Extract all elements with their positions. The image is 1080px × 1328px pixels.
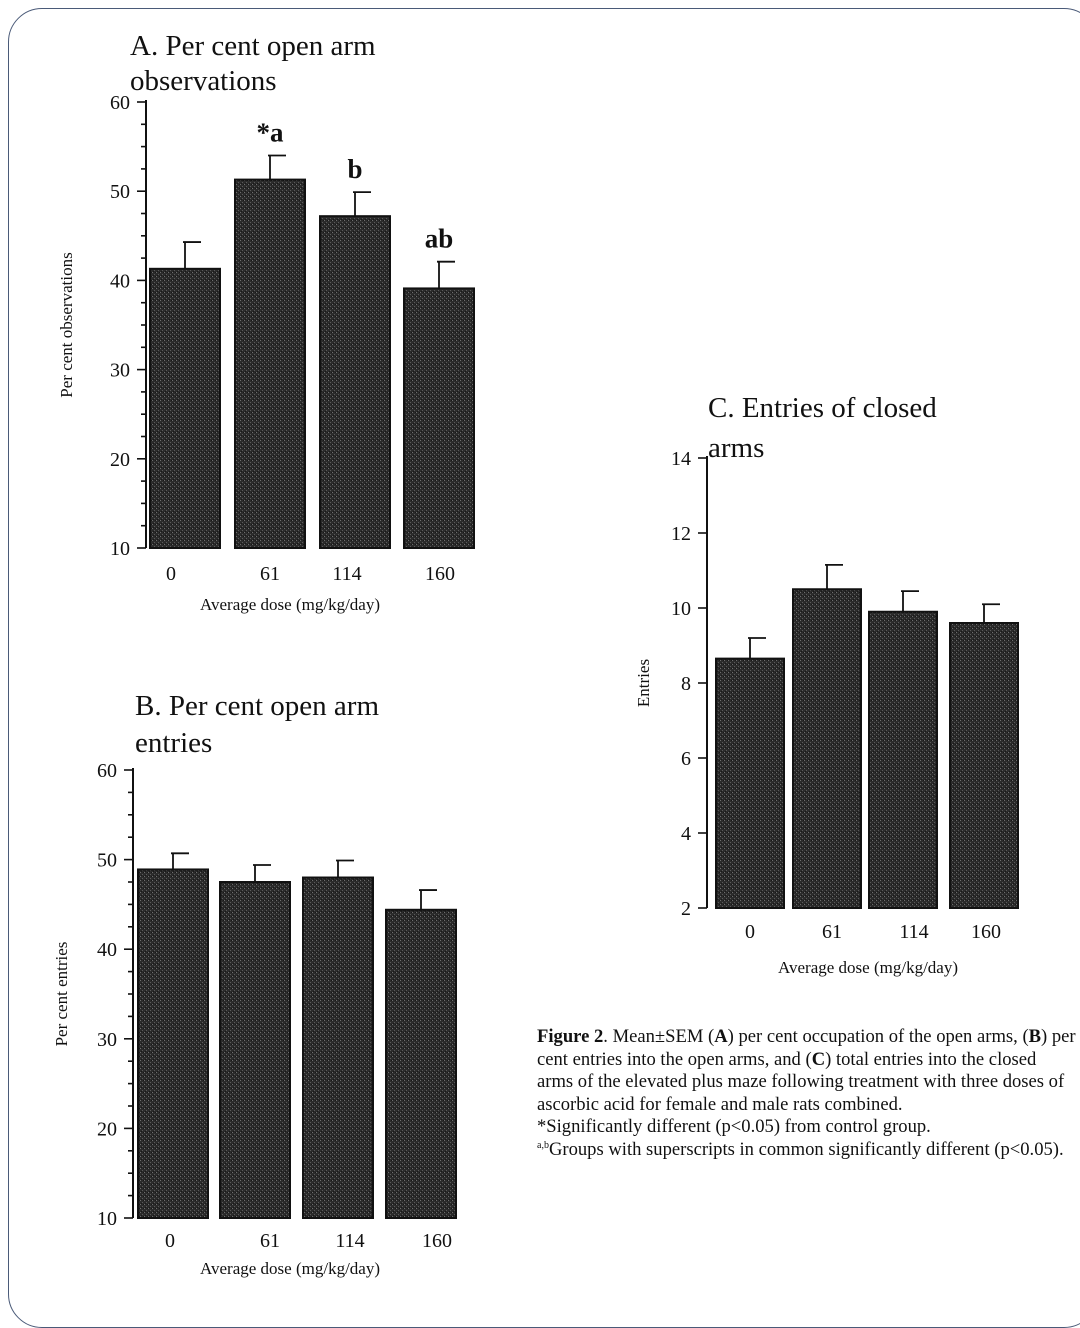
chart-c-y-tick-label: 2 (681, 898, 691, 920)
chart-c-y-tick-label: 8 (681, 673, 691, 695)
caption-text-1: . Mean±SEM ( (603, 1026, 715, 1047)
chart-c-x-tick-label: 61 (822, 921, 842, 943)
caption-text-4: ) total entries into the closed arms of … (537, 1048, 1065, 1115)
caption-panel-a-ref: A (714, 1026, 728, 1047)
chart-c-x-tick-label: 0 (745, 921, 755, 943)
chart-a-x-tick-label: 114 (332, 563, 361, 585)
chart-a-significance-label: ab (425, 224, 454, 254)
chart-b-bar-0 (137, 868, 209, 1219)
chart-b-bar-61 (219, 881, 291, 1219)
chart-panel-b: B. Per cent open arm entries 10 20 30 40 50 60 P… (52, 690, 457, 1278)
chart-b-x-tick-label: 0 (165, 1230, 175, 1252)
chart-a-title-line-1: A. Per cent open arm (130, 30, 376, 62)
chart-b-x-axis-label: Average dose (mg/kg/day) (200, 1259, 380, 1278)
chart-c-x-tick-label: 114 (899, 921, 928, 943)
chart-a-y-tick-label: 60 (110, 92, 130, 114)
chart-a-x-axis-label: Average dose (mg/kg/day) (200, 595, 380, 614)
chart-a-x-tick-label: 61 (260, 563, 280, 585)
chart-c-title-line-1: C. Entries of closed (708, 392, 937, 424)
chart-c-y-tick-label: 14 (671, 448, 691, 470)
caption-note-superscript: a,b (537, 1139, 549, 1151)
caption-text-2: ) per cent occupation of the open arms, … (727, 1026, 1029, 1047)
chart-c-title-line-2: arms (708, 432, 764, 464)
figure-caption: Figure 2. Mean±SEM (A) per cent occupati… (537, 1026, 1077, 1162)
chart-a-bar-160 (403, 287, 475, 549)
chart-c-bar-0 (715, 657, 785, 909)
chart-a-title-line-2: observations (130, 65, 277, 97)
chart-a-significance-label: b (347, 154, 362, 184)
chart-b-y-tick-label: 20 (97, 1118, 117, 1140)
chart-a-y-tick-label: 30 (110, 360, 130, 382)
chart-b-x-tick-label: 160 (422, 1230, 452, 1252)
chart-c-x-axis-label: Average dose (mg/kg/day) (778, 958, 958, 977)
chart-b-bar-160 (385, 908, 457, 1219)
chart-c-y-tick-label: 4 (681, 823, 691, 845)
chart-c-y-axis-label: Entries (634, 659, 653, 707)
chart-a-y-tick-label: 20 (110, 449, 130, 471)
chart-b-y-tick-label: 40 (97, 939, 117, 961)
chart-b-bar-114 (302, 876, 374, 1220)
chart-b-x-tick-label: 61 (260, 1230, 280, 1252)
chart-c-y-tick-label: 10 (671, 598, 691, 620)
chart-a-x-tick-label: 0 (166, 563, 176, 585)
chart-a-y-tick-label: 10 (110, 538, 130, 560)
chart-b-x-tick-label: 114 (335, 1230, 364, 1252)
chart-b-y-tick-label: 10 (97, 1208, 117, 1230)
chart-a-x-tick-label: 160 (425, 563, 455, 585)
chart-c-x-tick-label: 160 (971, 921, 1001, 943)
chart-a-significance-label: *a (257, 118, 285, 148)
chart-b-title-line-2: entries (135, 727, 212, 759)
chart-a-bar-0 (149, 267, 221, 549)
chart-b-y-tick-label: 50 (97, 850, 117, 872)
chart-c-y-tick-label: 6 (681, 748, 691, 770)
caption-panel-c-ref: C (811, 1048, 826, 1070)
caption-note-significance: *Significantly different (p<0.05) from c… (537, 1116, 931, 1138)
chart-b-y-tick-label: 60 (97, 760, 117, 782)
chart-a-bar-114 (319, 215, 391, 549)
chart-a-bar-61 (234, 178, 306, 549)
chart-a-y-tick-label: 40 (110, 270, 130, 292)
chart-c-y-tick-label: 12 (671, 523, 691, 545)
caption-panel-b-ref: B (1028, 1026, 1042, 1047)
chart-b-y-axis-label: Per cent entries (52, 942, 71, 1047)
chart-c-bar-61 (792, 588, 862, 909)
chart-b-y-tick-label: 30 (97, 1029, 117, 1051)
figure-canvas: A. Per cent open armobservations10203040… (52, 30, 1019, 1278)
chart-a-y-tick-label: 50 (110, 181, 130, 203)
caption-text-3: ) per cent entries into the open arms, a… (537, 1026, 1076, 1070)
chart-c-bar-160 (949, 622, 1019, 909)
chart-b-title-line-1: B. Per cent open arm (135, 690, 379, 722)
caption-lead: Figure 2 (537, 1026, 604, 1047)
chart-panel-c: C. Entries of closed arms 2 4 6 8 10 12 14 Entrie… (634, 392, 1019, 977)
chart-a-y-axis-label: Per cent observations (57, 252, 76, 397)
caption-note-groups: Groups with superscripts in common signi… (548, 1138, 1064, 1160)
chart-c-bar-114 (868, 610, 938, 909)
